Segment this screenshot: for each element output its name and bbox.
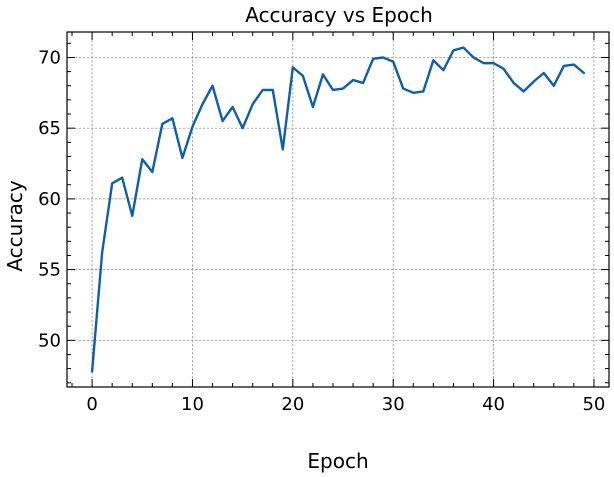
x-tick-label: 30 <box>382 394 405 415</box>
y-tick-label: 50 <box>38 330 61 351</box>
x-tick-label: 40 <box>482 394 505 415</box>
grid-lines <box>67 32 609 387</box>
x-tick-label: 0 <box>86 394 97 415</box>
x-axis-label: Epoch <box>307 449 368 473</box>
plot-frame <box>66 31 610 388</box>
chart-title: Accuracy vs Epoch <box>245 3 433 27</box>
series-layer <box>90 46 586 373</box>
y-tick-label: 55 <box>38 260 61 281</box>
tick-labels: 0 10 20 30 40 50 50 55 60 65 70 <box>38 47 605 415</box>
x-tick-label: 10 <box>181 394 204 415</box>
y-axis-label: Accuracy <box>3 180 27 271</box>
x-tick-label: 20 <box>281 394 304 415</box>
y-tick-label: 65 <box>38 118 61 139</box>
accuracy-series-line <box>90 46 586 373</box>
y-tick-label: 70 <box>38 47 61 68</box>
axis-ticks <box>67 32 609 387</box>
y-tick-label: 60 <box>38 189 61 210</box>
x-tick-label: 50 <box>582 394 605 415</box>
